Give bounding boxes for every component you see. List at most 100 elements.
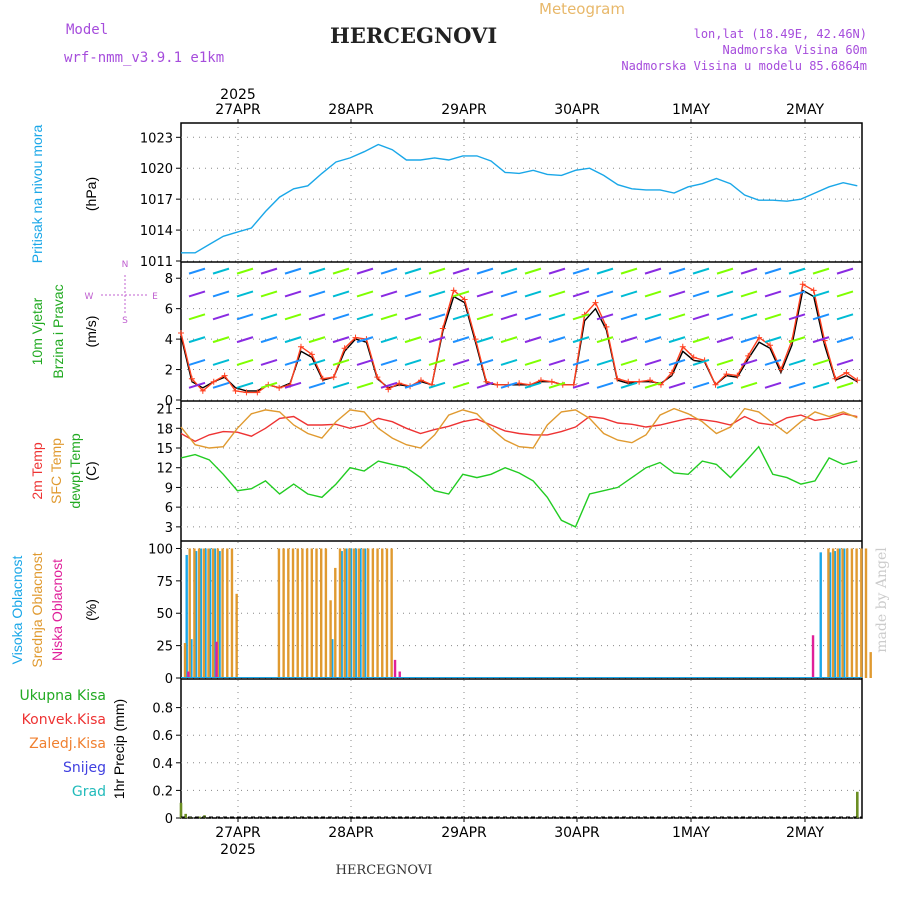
wind-arrow	[212, 381, 230, 389]
wind-arrow	[260, 313, 278, 321]
compass-w: W	[85, 292, 94, 302]
cloud-bar-high	[838, 548, 841, 678]
compass-e: E	[152, 292, 158, 302]
wind-arrow	[236, 358, 254, 366]
gust-point	[777, 366, 784, 373]
y-axis-label: 1hr Precip (mm)	[111, 699, 127, 799]
cloud-bar-high	[833, 551, 837, 678]
cloud-bar-high	[194, 551, 198, 678]
series-line-temperature-0	[180, 413, 858, 443]
wind-arrow	[668, 358, 686, 366]
y-axis-label: (hPa)	[83, 177, 99, 211]
cloud-bar-low	[187, 671, 190, 678]
cloud-bar-mid	[202, 548, 205, 678]
y-axis-label: Visoka Oblacnost	[9, 556, 25, 665]
gust-point	[352, 334, 359, 341]
gust-point	[341, 345, 348, 352]
gust-point	[647, 377, 654, 384]
cloud-bar-mid	[188, 548, 191, 678]
wind-arrow	[548, 358, 566, 366]
header: Model wrf-nmm_v3.9.1 e1km HERCEGNOVI Met…	[64, 0, 890, 878]
precip-legend-item: Zaledj.Kisa	[29, 736, 106, 752]
wind-arrow	[308, 336, 326, 344]
wind-arrow	[668, 313, 686, 321]
wind-arrow	[740, 358, 758, 366]
y-tick-label: 6	[165, 303, 173, 318]
cloud-bar-high	[363, 548, 367, 678]
gust-point	[854, 377, 861, 384]
compass-s: S	[122, 316, 128, 326]
wind-arrow	[404, 290, 422, 298]
wind-arrow	[284, 290, 302, 298]
y-tick-label: 18	[156, 422, 173, 437]
wind-arrow	[332, 381, 350, 389]
y-tick-label: 4	[165, 333, 173, 348]
footer-label: HERCEGNOVI	[336, 863, 433, 878]
y-tick-label: 0.6	[152, 729, 173, 744]
gust-point	[679, 343, 686, 350]
wind-arrow	[740, 267, 758, 275]
wind-arrow	[308, 313, 326, 321]
wind-arrow	[692, 267, 710, 275]
wind-arrow	[452, 358, 470, 366]
wind-arrow	[356, 267, 374, 275]
gust-point	[483, 378, 490, 385]
wind-arrow	[692, 358, 710, 366]
wind-arrow	[188, 313, 206, 321]
panel-pressure: 1011 1014 1017 1020 1023 Pritisak na nivou mo…	[29, 125, 862, 270]
wind-arrow	[428, 336, 446, 344]
wind-arrow	[428, 358, 446, 366]
wind-arrow	[500, 290, 518, 298]
gust-point	[799, 281, 806, 288]
cloud-bar-mid	[197, 548, 201, 678]
wind-arrow	[476, 290, 494, 298]
wind-arrow	[356, 381, 374, 389]
chart-subtitle: Meteogram	[539, 0, 625, 18]
y-axis-label: Niska Oblacnost	[49, 559, 65, 661]
wind-arrow	[476, 358, 494, 366]
cloud-bar-mid	[296, 548, 299, 678]
gust-point	[734, 372, 741, 379]
y-axis-label: Pritisak na nivou mora	[29, 125, 45, 264]
wind-arrow	[332, 358, 350, 366]
wind-arrow	[596, 358, 614, 366]
wind-arrow	[260, 267, 278, 275]
y-tick-label: 3	[165, 521, 173, 536]
wind-arrow	[644, 336, 662, 344]
wind-arrow	[236, 313, 254, 321]
date-label-bottom: 27APR	[215, 825, 261, 841]
wind-arrow	[812, 313, 830, 321]
y-axis-label: Brzina i Pravac	[50, 284, 66, 378]
date-label-top: 2MAY	[786, 102, 824, 118]
wind-arrow	[716, 313, 734, 321]
model-elevation-label: Nadmorska Visina u modelu 85.6864m	[621, 59, 867, 73]
wind-arrow	[812, 336, 830, 344]
wind-arrow	[212, 336, 230, 344]
y-tick-label: 75	[156, 575, 173, 590]
wind-arrow	[308, 381, 326, 389]
wind-arrow	[596, 267, 614, 275]
wind-arrow	[188, 358, 206, 366]
cloud-bar-high	[218, 551, 221, 678]
wind-arrow	[572, 267, 590, 275]
wind-arrow	[836, 290, 854, 298]
gust-point	[668, 369, 675, 376]
cloud-bar-mid	[287, 548, 290, 678]
cloud-bar-mid	[831, 548, 835, 678]
wind-arrow	[476, 381, 494, 389]
cloud-bar-mid	[310, 548, 314, 678]
y-axis-label: 2m Temp	[29, 442, 45, 500]
y-axis-label: (C)	[83, 461, 99, 480]
wind-arrow	[476, 313, 494, 321]
wind-arrow	[428, 290, 446, 298]
gust-point	[396, 380, 403, 387]
wind-arrow	[188, 381, 206, 389]
cloud-bar-mid	[221, 548, 224, 678]
wind-arrow	[332, 336, 350, 344]
y-axis-label: SFC Temp	[48, 438, 64, 504]
cloud-bar-high	[349, 548, 353, 678]
wind-arrow	[356, 358, 374, 366]
gust-point	[537, 377, 544, 384]
wind-arrow	[404, 313, 422, 321]
